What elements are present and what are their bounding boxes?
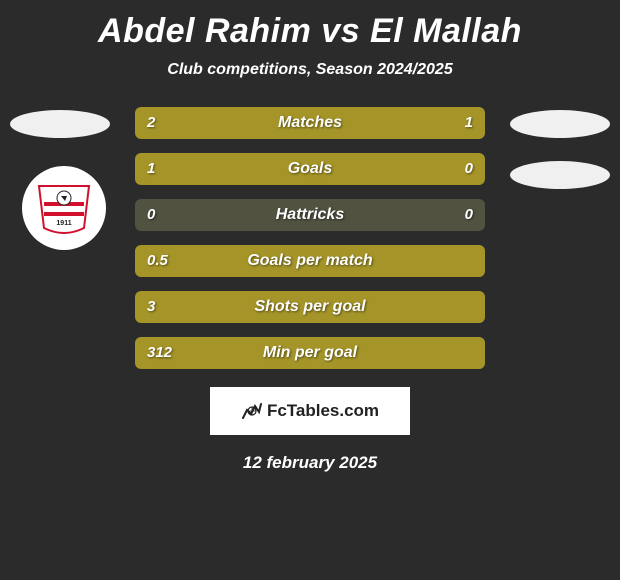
- brand-text: FcTables.com: [267, 401, 379, 421]
- comparison-rows: 2 Matches 1 1 Goals 0 0 Hattricks 0 0.5 …: [135, 107, 485, 369]
- svg-text:1911: 1911: [56, 220, 71, 227]
- row-hattricks: 0 Hattricks 0: [135, 199, 485, 231]
- club-badge-left: 1911: [22, 166, 106, 250]
- value-right: 1: [465, 107, 473, 139]
- row-label: Min per goal: [135, 337, 485, 369]
- page-title: Abdel Rahim vs El Mallah: [0, 0, 620, 51]
- footer-date: 12 february 2025: [0, 453, 620, 473]
- row-min-per-goal: 312 Min per goal: [135, 337, 485, 369]
- value-right: 0: [465, 153, 473, 185]
- player-photo-placeholder-right-2: [510, 161, 610, 189]
- fctables-logo-icon: [241, 400, 263, 422]
- row-label: Matches: [135, 107, 485, 139]
- row-shots-per-goal: 3 Shots per goal: [135, 291, 485, 323]
- row-goals: 1 Goals 0: [135, 153, 485, 185]
- zamalek-logo-icon: 1911: [34, 178, 94, 238]
- player-photo-placeholder-right-1: [510, 110, 610, 138]
- value-right: 0: [465, 199, 473, 231]
- brand-logo-box: FcTables.com: [210, 387, 410, 435]
- comparison-chart: 1911 2 Matches 1 1 Goals 0 0 Hattricks 0: [0, 107, 620, 473]
- row-label: Shots per goal: [135, 291, 485, 323]
- row-label: Goals per match: [135, 245, 485, 277]
- row-label: Hattricks: [135, 199, 485, 231]
- row-matches: 2 Matches 1: [135, 107, 485, 139]
- subtitle: Club competitions, Season 2024/2025: [0, 61, 620, 79]
- player-photo-placeholder-left: [10, 110, 110, 138]
- row-goals-per-match: 0.5 Goals per match: [135, 245, 485, 277]
- row-label: Goals: [135, 153, 485, 185]
